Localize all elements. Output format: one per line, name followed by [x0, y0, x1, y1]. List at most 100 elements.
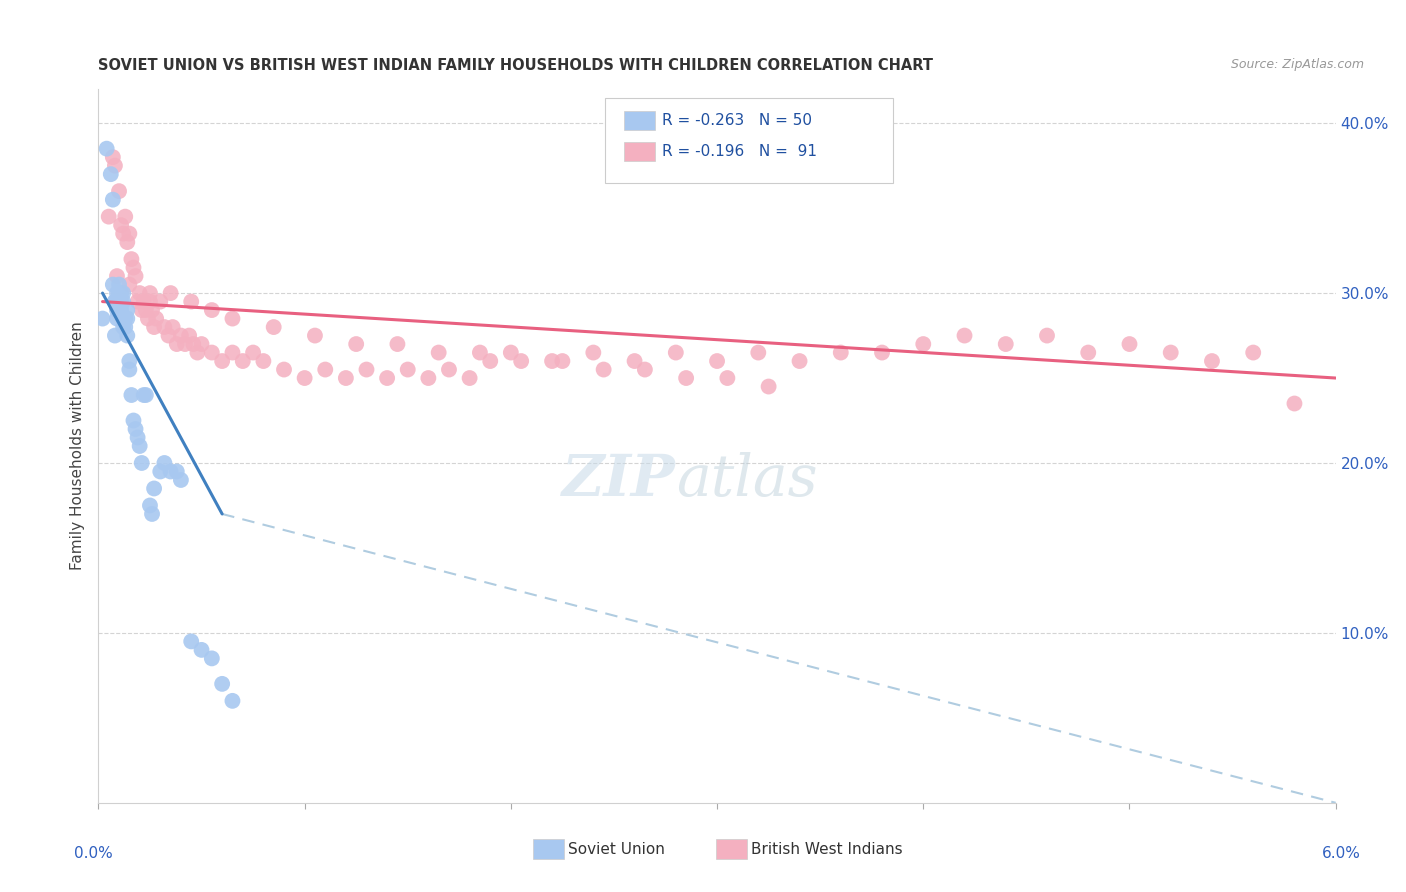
Text: SOVIET UNION VS BRITISH WEST INDIAN FAMILY HOUSEHOLDS WITH CHILDREN CORRELATION : SOVIET UNION VS BRITISH WEST INDIAN FAMI… — [98, 58, 934, 73]
Point — [181, 337, 204, 351]
Point — [375, 371, 398, 385]
Point — [747, 345, 769, 359]
Point — [314, 362, 336, 376]
Point — [110, 218, 132, 232]
Point — [153, 320, 176, 334]
Point — [582, 345, 605, 359]
Point — [252, 354, 274, 368]
Point — [120, 252, 142, 266]
Point — [104, 159, 127, 173]
Point — [437, 362, 460, 376]
Point — [592, 362, 614, 376]
Point — [170, 328, 193, 343]
Point — [136, 311, 159, 326]
Point — [122, 260, 145, 275]
Point — [159, 465, 181, 479]
Point — [122, 413, 145, 427]
Point — [201, 345, 224, 359]
Point — [114, 320, 136, 334]
Point — [132, 294, 155, 309]
Point — [159, 286, 181, 301]
Point — [162, 320, 184, 334]
Point — [139, 499, 162, 513]
Point — [112, 294, 135, 309]
Point — [221, 311, 243, 326]
Point — [112, 227, 135, 241]
Text: 6.0%: 6.0% — [1322, 846, 1361, 861]
Point — [201, 303, 224, 318]
Point — [132, 388, 155, 402]
Point — [387, 337, 409, 351]
Point — [1118, 337, 1140, 351]
Point — [356, 362, 378, 376]
Point — [104, 294, 127, 309]
Point — [1241, 345, 1264, 359]
Point — [117, 328, 139, 343]
Point — [510, 354, 533, 368]
Point — [716, 371, 738, 385]
Point — [211, 677, 233, 691]
Point — [201, 651, 224, 665]
Point — [190, 643, 212, 657]
Point — [110, 294, 132, 309]
Point — [101, 150, 124, 164]
Point — [112, 311, 135, 326]
Point — [179, 328, 201, 343]
Point — [190, 337, 212, 351]
Point — [127, 294, 149, 309]
Text: R = -0.263   N = 50: R = -0.263 N = 50 — [662, 113, 813, 128]
Text: 0.0%: 0.0% — [73, 846, 112, 861]
Point — [117, 303, 139, 318]
Point — [149, 294, 172, 309]
Point — [108, 277, 131, 292]
Text: R = -0.196   N =  91: R = -0.196 N = 91 — [662, 145, 817, 159]
Point — [665, 345, 688, 359]
Point — [166, 337, 188, 351]
Point — [344, 337, 367, 351]
Point — [108, 184, 131, 198]
Text: Source: ZipAtlas.com: Source: ZipAtlas.com — [1230, 58, 1364, 71]
Point — [108, 286, 131, 301]
Point — [143, 320, 166, 334]
Point — [141, 303, 163, 318]
Point — [108, 294, 131, 309]
Point — [157, 328, 180, 343]
Point — [479, 354, 502, 368]
Point — [100, 167, 122, 181]
Point — [263, 320, 285, 334]
Point — [541, 354, 564, 368]
Point — [870, 345, 893, 359]
Point — [1284, 396, 1306, 410]
Point — [110, 303, 132, 318]
Point — [117, 235, 139, 249]
Point — [139, 294, 162, 309]
Point — [953, 328, 976, 343]
Point — [91, 311, 114, 326]
Point — [273, 362, 295, 376]
Point — [180, 294, 202, 309]
Point — [124, 269, 146, 284]
Point — [108, 303, 131, 318]
Point — [499, 345, 522, 359]
Point — [110, 286, 132, 301]
Point — [623, 354, 645, 368]
Point — [101, 277, 124, 292]
Y-axis label: Family Households with Children: Family Households with Children — [70, 322, 86, 570]
Point — [101, 193, 124, 207]
Point — [105, 303, 128, 318]
Point — [104, 294, 127, 309]
Point — [128, 439, 150, 453]
Point — [145, 311, 167, 326]
Point — [104, 328, 127, 343]
Point — [468, 345, 491, 359]
Point — [706, 354, 728, 368]
Point — [1077, 345, 1099, 359]
Point — [112, 286, 135, 301]
Point — [141, 507, 163, 521]
Point — [1036, 328, 1059, 343]
Point — [758, 379, 780, 393]
Point — [124, 422, 146, 436]
Point — [675, 371, 697, 385]
Point — [211, 354, 233, 368]
Point — [135, 303, 157, 318]
